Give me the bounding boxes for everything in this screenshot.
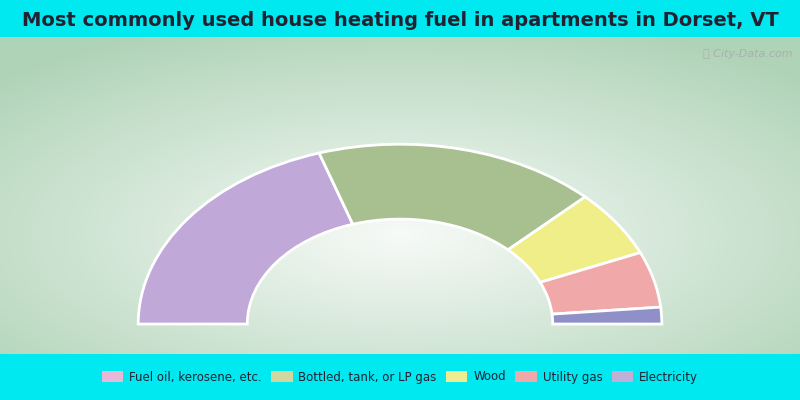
Circle shape — [386, 214, 414, 234]
Circle shape — [179, 72, 621, 376]
Circle shape — [62, 0, 738, 400]
Circle shape — [356, 194, 444, 254]
Circle shape — [76, 2, 724, 400]
Wedge shape — [552, 307, 662, 324]
Circle shape — [127, 37, 673, 400]
Circle shape — [120, 32, 680, 400]
Circle shape — [378, 209, 422, 239]
Circle shape — [150, 52, 650, 396]
Circle shape — [253, 123, 547, 325]
Circle shape — [230, 108, 570, 340]
Circle shape — [312, 164, 488, 285]
Circle shape — [209, 93, 591, 356]
Circle shape — [341, 184, 459, 264]
Circle shape — [142, 47, 658, 400]
Circle shape — [157, 57, 643, 391]
Circle shape — [17, 0, 783, 400]
Wedge shape — [508, 197, 640, 282]
Circle shape — [46, 0, 754, 400]
Circle shape — [223, 103, 577, 346]
Circle shape — [98, 17, 702, 400]
Circle shape — [370, 204, 430, 244]
Text: Most commonly used house heating fuel in apartments in Dorset, VT: Most commonly used house heating fuel in… — [22, 11, 778, 30]
Circle shape — [135, 42, 665, 400]
Circle shape — [54, 0, 746, 400]
Circle shape — [349, 189, 451, 260]
Wedge shape — [319, 144, 585, 250]
Circle shape — [201, 88, 599, 361]
Circle shape — [172, 67, 628, 381]
Circle shape — [393, 219, 407, 229]
Circle shape — [238, 113, 562, 336]
Circle shape — [326, 174, 474, 275]
Circle shape — [194, 82, 606, 366]
Circle shape — [297, 153, 503, 295]
Circle shape — [39, 0, 761, 400]
Circle shape — [334, 178, 466, 270]
Text: ⓘ City-Data.com: ⓘ City-Data.com — [703, 49, 793, 59]
Circle shape — [24, 0, 776, 400]
Circle shape — [10, 0, 790, 400]
Circle shape — [304, 158, 496, 290]
Circle shape — [90, 12, 710, 400]
Circle shape — [83, 7, 717, 400]
Circle shape — [216, 98, 584, 350]
Circle shape — [246, 118, 554, 330]
Legend: Fuel oil, kerosene, etc., Bottled, tank, or LP gas, Wood, Utility gas, Electrici: Fuel oil, kerosene, etc., Bottled, tank,… — [98, 366, 702, 388]
Circle shape — [267, 133, 533, 315]
Wedge shape — [138, 153, 353, 324]
Circle shape — [290, 148, 510, 300]
Circle shape — [319, 168, 481, 280]
Circle shape — [282, 143, 518, 305]
Circle shape — [274, 138, 526, 310]
Circle shape — [363, 199, 437, 250]
Circle shape — [164, 62, 636, 386]
Circle shape — [32, 0, 768, 400]
Circle shape — [69, 0, 731, 400]
Circle shape — [106, 22, 694, 400]
Circle shape — [186, 78, 614, 371]
Circle shape — [113, 27, 687, 400]
Wedge shape — [540, 253, 661, 314]
Circle shape — [260, 128, 540, 320]
